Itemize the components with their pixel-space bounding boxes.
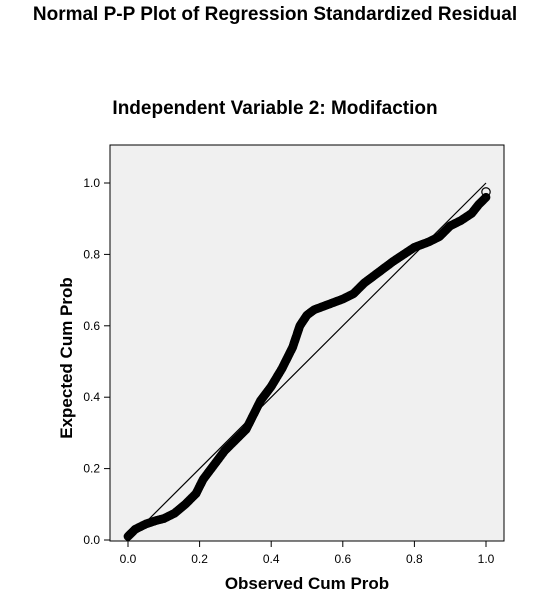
chart-title: Normal P-P Plot of Regression Standardiz… — [32, 4, 518, 25]
x-tick-label: 0.8 — [406, 552, 423, 566]
y-tick-label: 0.8 — [83, 247, 100, 261]
y-tick-label: 0.4 — [83, 390, 100, 404]
y-tick-label: 0.6 — [83, 319, 100, 333]
data-point — [481, 192, 491, 202]
y-tick-label: 1.0 — [83, 176, 100, 190]
data-point — [480, 193, 490, 203]
x-tick-label: 0.0 — [120, 552, 137, 566]
x-tick-label: 1.0 — [478, 552, 495, 566]
outlier-point — [481, 187, 491, 197]
chart-subtitle: Independent Variable 2: Modifaction — [112, 98, 437, 119]
y-axis-label: Expected Cum Prob — [57, 277, 76, 439]
x-tick-label: 0.4 — [263, 552, 280, 566]
x-axis-label: Observed Cum Prob — [225, 574, 389, 593]
x-tick-label: 0.6 — [334, 552, 351, 566]
x-tick-label: 0.2 — [191, 552, 208, 566]
y-tick-label: 0.0 — [83, 533, 100, 547]
x-axis: 0.0 0.2 0.4 0.6 0.8 1.0 — [120, 541, 495, 566]
plot-area — [109, 144, 505, 542]
y-tick-label: 0.2 — [83, 462, 100, 476]
data-points — [123, 187, 491, 541]
y-axis: 0.0 0.2 0.4 0.6 0.8 1.0 — [83, 176, 110, 547]
